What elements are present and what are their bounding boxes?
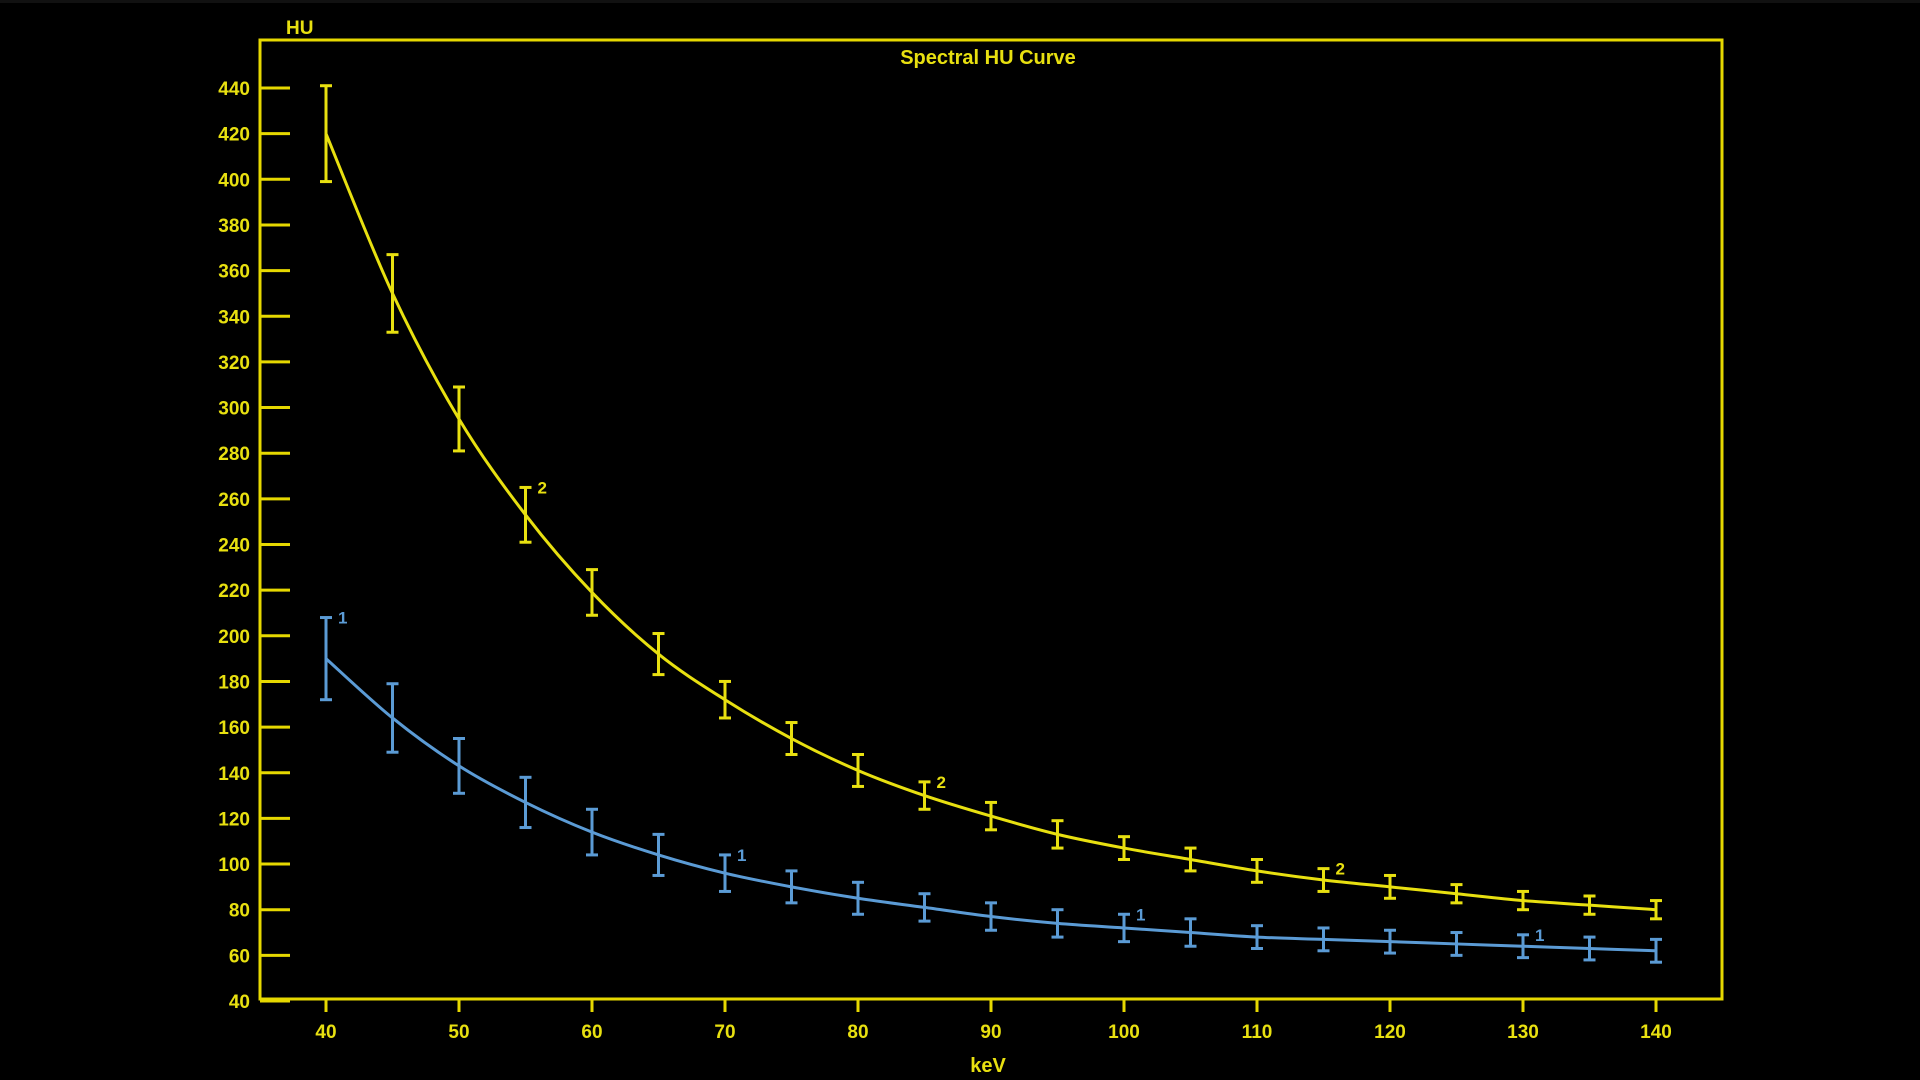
y-tick-label: 360 bbox=[218, 262, 250, 283]
top-band bbox=[0, 0, 1920, 3]
y-tick-label: 140 bbox=[218, 764, 250, 785]
x-tick-label: 80 bbox=[847, 1022, 868, 1043]
error-bar bbox=[453, 737, 465, 795]
error-bar bbox=[1184, 917, 1197, 948]
y-tick-label: 420 bbox=[218, 125, 250, 146]
error-bar bbox=[852, 752, 864, 788]
series-1: 1 1 1 1 bbox=[320, 609, 1662, 964]
x-tick-label: 40 bbox=[315, 1022, 336, 1043]
series-2: 2 2 2 bbox=[320, 84, 1662, 921]
error-bar bbox=[1317, 867, 1330, 893]
error-bar bbox=[985, 800, 997, 832]
error-bar bbox=[519, 775, 532, 830]
x-tick-label: 110 bbox=[1242, 1022, 1273, 1043]
error-bar bbox=[719, 853, 731, 893]
series-marker-label: 1 bbox=[1136, 905, 1145, 924]
series-marker-label: 1 bbox=[338, 609, 347, 628]
series-marker-label: 2 bbox=[937, 773, 946, 792]
y-tick-label: 400 bbox=[218, 170, 250, 191]
y-tick-label: 380 bbox=[218, 216, 250, 237]
error-bar bbox=[652, 832, 665, 877]
error-bar bbox=[1450, 931, 1463, 957]
y-tick-label: 260 bbox=[218, 490, 250, 511]
x-tick-label: 100 bbox=[1108, 1022, 1140, 1043]
y-tick-label: 440 bbox=[218, 79, 250, 100]
x-tick-label: 50 bbox=[448, 1022, 469, 1043]
error-bar bbox=[1650, 899, 1662, 921]
error-bar bbox=[1051, 908, 1064, 939]
error-bar bbox=[719, 679, 731, 720]
x-tick-label: 60 bbox=[581, 1022, 602, 1043]
error-bar bbox=[918, 780, 931, 811]
series-layer: 2 2 2 1 1 1 1 bbox=[320, 84, 1662, 964]
error-bar bbox=[1583, 894, 1596, 916]
error-bar bbox=[1118, 912, 1130, 944]
x-tick-label: 130 bbox=[1507, 1022, 1539, 1043]
y-tick-label: 120 bbox=[218, 809, 250, 830]
plot-frame bbox=[258, 38, 1724, 1001]
y-tick-label: 280 bbox=[218, 444, 250, 465]
error-bar bbox=[1251, 857, 1263, 884]
error-bar bbox=[1583, 935, 1596, 962]
y-tick-label: 220 bbox=[218, 581, 250, 602]
y-tick-label: 200 bbox=[218, 627, 250, 648]
error-bar bbox=[918, 892, 931, 923]
error-bar bbox=[985, 901, 997, 932]
y-tick-label: 320 bbox=[218, 353, 250, 374]
error-bar bbox=[386, 682, 399, 754]
y-tick-label: 180 bbox=[218, 672, 250, 693]
error-bar bbox=[453, 385, 465, 453]
error-bar bbox=[1517, 933, 1529, 960]
series-marker-label: 2 bbox=[1336, 860, 1345, 879]
y-tick-label: 340 bbox=[218, 307, 250, 328]
error-bar bbox=[852, 880, 864, 916]
x-tick-label: 90 bbox=[980, 1022, 1001, 1043]
y-tick-label: 60 bbox=[229, 946, 250, 967]
error-bar bbox=[586, 568, 598, 617]
error-bar bbox=[1051, 819, 1064, 850]
y-tick-label: 240 bbox=[218, 536, 250, 557]
error-bar bbox=[652, 632, 665, 677]
x-axis-ticks: 40 50 60 70 80 90 100 110 120 130 140 bbox=[315, 999, 1672, 1043]
y-tick-label: 160 bbox=[218, 718, 250, 739]
error-bar bbox=[320, 84, 332, 184]
error-bar bbox=[1384, 928, 1396, 955]
y-tick-label: 80 bbox=[229, 901, 250, 922]
error-bar bbox=[1650, 937, 1662, 964]
error-bar bbox=[519, 485, 532, 544]
series-marker-label: 1 bbox=[1535, 926, 1544, 945]
error-bar bbox=[1517, 889, 1529, 912]
error-bar bbox=[1251, 924, 1263, 951]
error-bar bbox=[386, 253, 399, 334]
chart-title: Spectral HU Curve bbox=[900, 47, 1076, 69]
error-bar bbox=[1384, 873, 1396, 900]
series-marker-label: 2 bbox=[538, 478, 547, 497]
error-bar bbox=[1118, 835, 1130, 861]
error-bar bbox=[1184, 846, 1197, 873]
y-tick-label: 300 bbox=[218, 399, 250, 420]
error-bar bbox=[1317, 926, 1330, 953]
y-tick-label: 40 bbox=[229, 992, 250, 1013]
y-tick-label: 100 bbox=[218, 855, 250, 876]
error-bar bbox=[586, 807, 598, 857]
error-bar bbox=[785, 721, 798, 756]
x-tick-label: 120 bbox=[1374, 1022, 1406, 1043]
series-marker-label: 1 bbox=[737, 846, 746, 865]
x-tick-label: 70 bbox=[714, 1022, 735, 1043]
x-axis-label: keV bbox=[970, 1055, 1006, 1077]
error-bar bbox=[785, 869, 798, 905]
y-axis-label: HU bbox=[286, 18, 313, 39]
x-tick-label: 140 bbox=[1640, 1022, 1672, 1043]
series-line bbox=[324, 133, 1657, 912]
error-bar bbox=[320, 616, 332, 702]
y-axis-ticks: 40 60 80 100 120 140 160 180 200 220 240 260 280 300 3… bbox=[218, 79, 290, 1013]
error-bar bbox=[1450, 883, 1463, 905]
